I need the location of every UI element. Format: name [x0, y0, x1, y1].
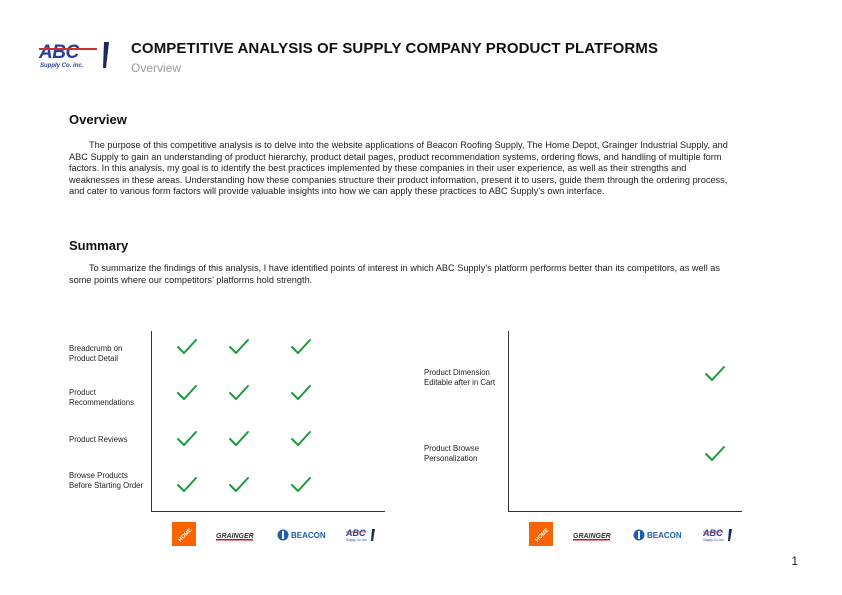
overview-heading: Overview	[69, 112, 127, 127]
chart-right-row-label: Product Browse Personalization	[424, 444, 480, 463]
chart-left-row-label: Breadcrumb on Product Detail	[69, 344, 123, 363]
svg-text:GRAINGER: GRAINGER	[573, 533, 611, 540]
svg-text:BEACON: BEACON	[291, 531, 326, 540]
check-icon	[229, 339, 249, 354]
page-subtitle: Overview	[131, 61, 182, 75]
svg-text:ABC: ABC	[703, 528, 723, 538]
chart-right-y-axis	[508, 331, 509, 511]
svg-text:Supply Co. inc.: Supply Co. inc.	[346, 538, 368, 542]
check-icon	[291, 385, 311, 400]
chart-left-row-label: Product Reviews	[69, 435, 128, 444]
page-title: COMPETITIVE ANALYSIS OF SUPPLY COMPANY P…	[131, 40, 659, 57]
overview-body: The purpose of this competitive analysis…	[69, 140, 728, 197]
chart-right-row-label: Product Dimension Editable after in Cart	[424, 368, 496, 387]
check-icon	[177, 431, 197, 446]
chart-left-y-axis	[151, 331, 152, 511]
abc-supply-small-logo: ABC Supply Co. inc.	[346, 528, 376, 542]
check-icon	[229, 477, 249, 492]
check-icon	[229, 385, 249, 400]
check-icon	[177, 477, 197, 492]
check-icon	[291, 431, 311, 446]
check-icon	[177, 339, 197, 354]
chart-left-row-label: Browse Products Before Starting Order	[69, 471, 144, 490]
beacon-logo: BEACON	[633, 528, 683, 542]
abc-supply-small-logo: ABC Supply Co. inc.	[703, 528, 733, 542]
check-icon	[291, 477, 311, 492]
grainger-logo: GRAINGER	[573, 531, 611, 541]
page-number: 1	[791, 554, 798, 568]
home-depot-logo: HOME	[529, 522, 553, 546]
logo-subtext: Supply Co. inc.	[40, 63, 84, 69]
chart-right-x-axis	[508, 511, 742, 512]
chart-left-x-axis	[151, 511, 385, 512]
logo-text: ABC	[39, 42, 79, 63]
logo-slash-icon	[103, 42, 109, 68]
home-depot-logo: HOME	[172, 522, 196, 546]
check-icon	[177, 385, 197, 400]
check-icon	[705, 366, 725, 381]
grainger-logo: GRAINGER	[216, 531, 254, 541]
summary-heading: Summary	[69, 238, 129, 253]
check-icon	[229, 431, 249, 446]
svg-text:ABC: ABC	[346, 528, 366, 538]
chart-left-row-label: Product Recommendations	[69, 388, 135, 407]
abc-supply-logo: ABC Supply Co. inc.	[39, 42, 109, 74]
svg-text:Supply Co. inc.: Supply Co. inc.	[703, 538, 725, 542]
svg-text:GRAINGER: GRAINGER	[216, 533, 254, 540]
logo-stripe-icon	[39, 48, 97, 50]
check-icon	[705, 446, 725, 461]
svg-text:BEACON: BEACON	[647, 531, 682, 540]
summary-body: To summarize the findings of this analys…	[69, 263, 720, 285]
beacon-logo: BEACON	[277, 528, 327, 542]
check-icon	[291, 339, 311, 354]
